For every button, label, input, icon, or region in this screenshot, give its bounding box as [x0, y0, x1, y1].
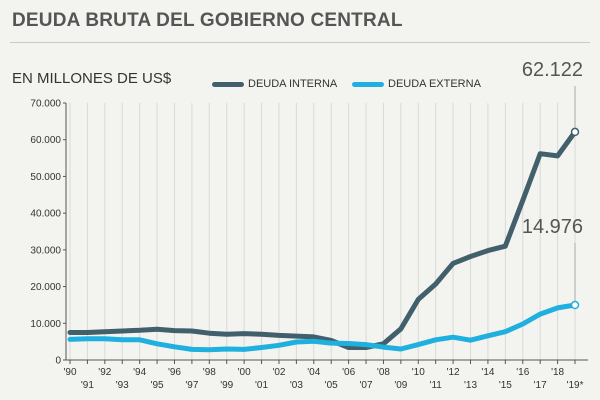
x-tick-label: '15 [499, 380, 512, 391]
x-tick-label: '96 [168, 367, 181, 378]
x-tick-label: '16 [516, 367, 529, 378]
x-tick-label: '95 [151, 380, 164, 391]
y-tick-label: 30.000 [30, 245, 61, 256]
x-tick-label: '91 [81, 380, 94, 391]
legend-item-externa: DEUDA EXTERNA [352, 78, 481, 90]
y-tick-label: 60.000 [30, 135, 61, 146]
x-tick-label: '99 [220, 380, 233, 391]
legend-swatch-interna [212, 81, 244, 87]
annotation-label: 14.976 [522, 216, 583, 238]
x-tick-label: '09 [394, 380, 407, 391]
x-tick-label: '10 [412, 367, 425, 378]
x-tick-label: '01 [255, 380, 268, 391]
x-tick-label: '90 [63, 367, 76, 378]
legend-label-interna: DEUDA INTERNA [248, 78, 338, 90]
x-tick-label: '04 [307, 367, 320, 378]
series-line-deuda-interna [67, 129, 578, 350]
legend-item-interna: DEUDA INTERNA [212, 78, 337, 90]
x-tick-label: '08 [377, 367, 390, 378]
x-tick-label: '03 [290, 380, 303, 391]
annotation-label: 62.122 [522, 59, 583, 81]
legend-label-externa: DEUDA EXTERNA [388, 78, 481, 90]
chart-title: DEUDA BRUTA DEL GOBIERNO CENTRAL [12, 10, 403, 31]
x-tick-label: '00 [238, 367, 251, 378]
x-tick-label: '13 [464, 380, 477, 391]
x-tick-label: '93 [116, 380, 129, 391]
x-tick-label: '06 [342, 367, 355, 378]
title-divider [10, 42, 590, 43]
x-tick-label: '02 [272, 367, 285, 378]
y-tick-label: 50.000 [30, 172, 61, 183]
x-tick-label: '11 [430, 380, 443, 391]
end-point-marker [570, 300, 580, 310]
legend-swatch-externa [352, 81, 384, 87]
x-tick-label: '05 [325, 380, 338, 391]
x-tick-label: '98 [203, 367, 216, 378]
x-tick-label: '94 [133, 367, 146, 378]
x-tick-label: '14 [481, 367, 494, 378]
y-tick-label: 20.000 [30, 282, 61, 293]
y-tick-label: 40.000 [30, 209, 61, 220]
y-tick-label: 70.000 [30, 99, 61, 110]
x-tick-label: '17 [534, 380, 547, 391]
chart-subtitle: EN MILLONES DE US$ [12, 70, 172, 87]
x-tick-label: '12 [447, 367, 460, 378]
y-tick-label: 0 [55, 356, 61, 367]
series-line-deuda-externa [67, 302, 578, 353]
x-tick-label: '92 [98, 367, 111, 378]
y-tick-label: 10.000 [30, 319, 61, 330]
x-tick-label: '97 [185, 380, 198, 391]
x-tick-label: '07 [360, 380, 373, 391]
x-tick-label: '18 [551, 367, 564, 378]
end-point-marker [570, 127, 580, 137]
x-tick-label: '19* [567, 380, 584, 391]
